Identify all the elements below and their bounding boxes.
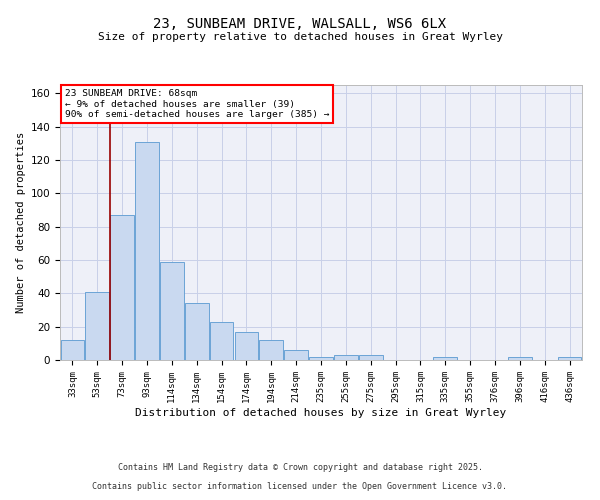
Bar — [309, 356, 333, 360]
Bar — [235, 332, 258, 360]
Bar — [185, 304, 209, 360]
Bar — [160, 262, 184, 360]
Bar — [210, 322, 233, 360]
Bar — [359, 355, 383, 360]
Text: 23 SUNBEAM DRIVE: 68sqm
← 9% of detached houses are smaller (39)
90% of semi-det: 23 SUNBEAM DRIVE: 68sqm ← 9% of detached… — [65, 89, 330, 119]
Text: Size of property relative to detached houses in Great Wyrley: Size of property relative to detached ho… — [97, 32, 503, 42]
Bar — [284, 350, 308, 360]
Bar — [334, 355, 358, 360]
Bar — [135, 142, 159, 360]
Bar — [508, 356, 532, 360]
Bar — [61, 340, 84, 360]
Text: 23, SUNBEAM DRIVE, WALSALL, WS6 6LX: 23, SUNBEAM DRIVE, WALSALL, WS6 6LX — [154, 18, 446, 32]
Text: Contains public sector information licensed under the Open Government Licence v3: Contains public sector information licen… — [92, 482, 508, 491]
Bar — [85, 292, 109, 360]
Text: Contains HM Land Registry data © Crown copyright and database right 2025.: Contains HM Land Registry data © Crown c… — [118, 464, 482, 472]
Y-axis label: Number of detached properties: Number of detached properties — [16, 132, 26, 313]
X-axis label: Distribution of detached houses by size in Great Wyrley: Distribution of detached houses by size … — [136, 408, 506, 418]
Bar — [110, 215, 134, 360]
Bar — [259, 340, 283, 360]
Bar — [433, 356, 457, 360]
Bar — [558, 356, 581, 360]
